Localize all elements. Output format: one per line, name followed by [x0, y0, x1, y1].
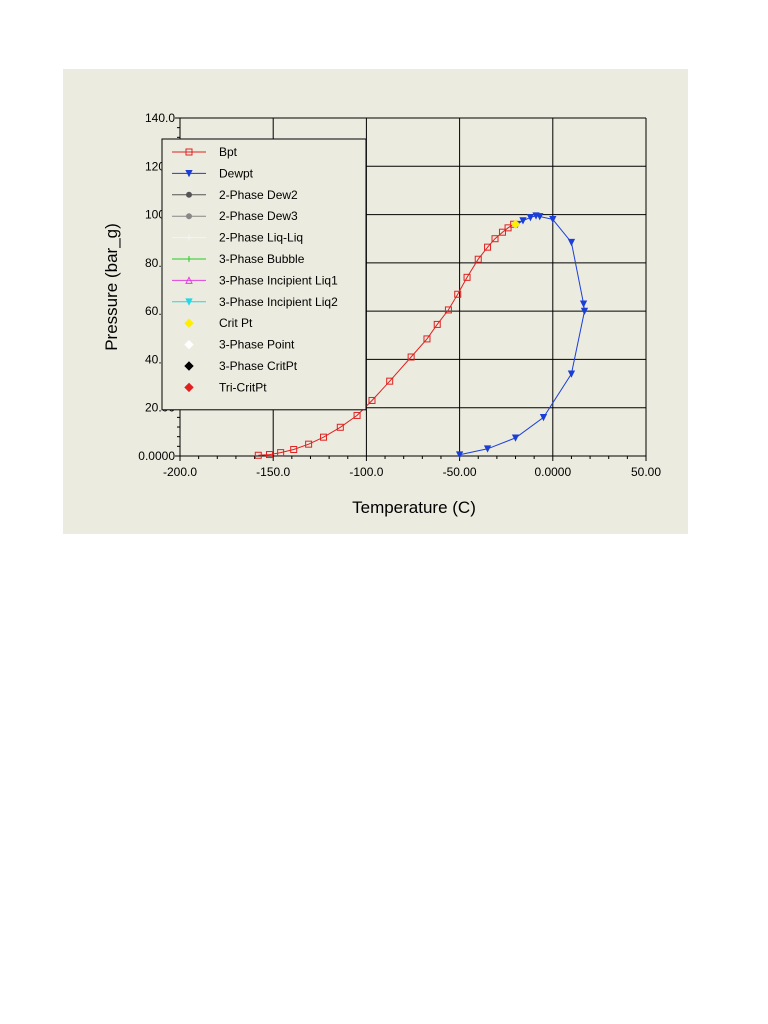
dewpt-point — [567, 238, 576, 247]
bpt-point — [320, 433, 328, 441]
legend-marker-3-phase-point — [184, 339, 194, 350]
legend-layer: Bpt Dewpt 2-Phase Dew2 2-Phase Dew3 2-Phase … — [161, 138, 367, 411]
bpt-point — [504, 224, 512, 232]
legend-marker-bpt — [185, 148, 193, 156]
bpt-point — [277, 449, 285, 457]
legend-label-2-phase-dew3: 2-Phase Dew3 — [219, 209, 298, 223]
legend-label-dewpt: Dewpt — [219, 166, 254, 180]
legend-label-2-phase-liq-liq: 2-Phase Liq-Liq — [219, 231, 303, 245]
legend-label-crit-pt: Crit Pt — [219, 316, 253, 330]
x-tick-label: -50.00 — [443, 465, 477, 479]
bpt-point — [454, 290, 462, 298]
x-axis-title: Temperature (C) — [352, 498, 476, 517]
bpt-point — [353, 411, 361, 419]
x-tick-label: -150.0 — [256, 465, 290, 479]
x-tick-label: 50.00 — [631, 465, 661, 479]
dewpt-point — [579, 300, 588, 308]
legend-label-3-phase-bubble: 3-Phase Bubble — [219, 252, 305, 266]
bpt-point — [305, 440, 313, 448]
legend-label-3-phase-incipient-liq2: 3-Phase Incipient Liq2 — [219, 295, 338, 309]
bpt-point — [433, 320, 441, 328]
legend-marker-2-phase-liq-liq — [186, 234, 192, 241]
y-tick-label: 0.0000 — [138, 449, 175, 463]
bpt-series-line — [258, 223, 514, 456]
axis-layer: -200.0 -150.0 -100.0 -50.00 0.0000 50.00 0.000… — [138, 111, 661, 479]
bpt-point — [484, 243, 492, 251]
dewpt-point — [539, 413, 548, 422]
chart-svg: -200.0 -150.0 -100.0 -50.00 0.0000 50.00 0.000… — [102, 111, 661, 517]
legend-label-2-phase-dew2: 2-Phase Dew2 — [219, 188, 298, 202]
dewpt-point — [532, 212, 540, 220]
bpt-point — [368, 396, 376, 404]
dewpt-point — [455, 451, 464, 459]
legend-marker-3-phase-incipient-liq2 — [185, 298, 193, 306]
legend-marker-tri-critpt — [184, 382, 194, 393]
legend-label-3-phase-critpt: 3-Phase CritPt — [219, 359, 298, 373]
dewpt-point — [511, 434, 520, 442]
bpt-point — [336, 423, 344, 431]
dewpt-point — [567, 370, 576, 378]
bpt-point — [290, 445, 298, 453]
dewpt-point — [519, 217, 527, 225]
legend-label-tri-critpt: Tri-CritPt — [219, 380, 267, 394]
x-tick-label: 0.0000 — [534, 465, 571, 479]
legend-marker-dewpt — [185, 170, 193, 178]
chart-panel: -200.0 -150.0 -100.0 -50.00 0.0000 50.00 0.000… — [63, 69, 688, 534]
legend-marker-3-phase-critpt — [184, 361, 194, 371]
x-tick-label: -100.0 — [349, 465, 383, 479]
x-tick-label: -200.0 — [163, 465, 197, 479]
series-layer — [254, 212, 589, 459]
y-axis-title: Pressure (bar_g) — [102, 223, 121, 351]
legend-label-bpt: Bpt — [219, 145, 238, 159]
legend-marker-2-phase-dew2 — [186, 191, 192, 198]
bpt-point — [474, 255, 482, 263]
y-tick-label: 140.0 — [145, 111, 175, 125]
bpt-point — [386, 377, 394, 385]
legend-label-3-phase-incipient-liq1: 3-Phase Incipient Liq1 — [219, 273, 338, 287]
legend-label-3-phase-point: 3-Phase Point — [219, 338, 295, 352]
bpt-point — [423, 335, 431, 343]
dewpt-point — [483, 445, 492, 453]
bpt-point — [444, 306, 452, 314]
bpt-point — [498, 228, 506, 236]
legend-marker-2-phase-dew3 — [186, 213, 192, 220]
legend-marker-3-phase-bubble — [186, 256, 192, 262]
dewpt-point — [526, 214, 535, 222]
dewpt-point — [549, 216, 557, 224]
crit-pt-point — [510, 219, 521, 229]
bpt-point — [491, 235, 499, 243]
bpt-point — [254, 451, 262, 459]
legend-box — [161, 138, 367, 411]
legend-marker-crit-pt — [184, 318, 194, 328]
bpt-point — [463, 273, 471, 281]
dewpt-point — [580, 307, 589, 316]
bpt-point — [265, 451, 273, 459]
bpt-point — [407, 353, 415, 361]
legend-marker-3-phase-incipient-liq1 — [185, 276, 193, 284]
